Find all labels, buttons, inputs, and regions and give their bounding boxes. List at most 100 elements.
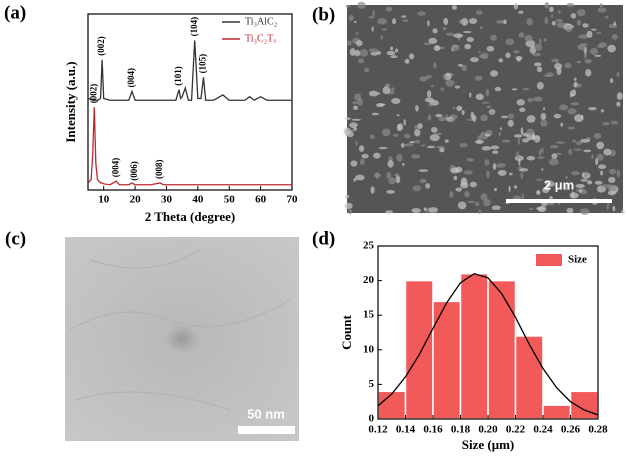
sem-particle	[508, 185, 511, 193]
panel-label: (a)	[4, 2, 26, 23]
peak-label: (004)	[126, 68, 136, 88]
sem-particle	[540, 119, 548, 127]
sem-particle	[386, 171, 392, 180]
sem-particle	[377, 18, 388, 25]
sem-particle	[518, 158, 521, 166]
sem-particle	[549, 6, 554, 13]
sem-particle	[586, 30, 593, 38]
sem-particle	[496, 20, 505, 24]
sem-particle	[368, 15, 375, 19]
sem-particle	[565, 25, 573, 33]
sem-particle	[607, 44, 616, 53]
sem-particle	[372, 10, 375, 17]
x-tick-label: 40	[192, 194, 204, 206]
sem-particle	[593, 132, 602, 140]
sem-particle	[492, 150, 499, 155]
sem-particle	[538, 38, 542, 45]
sem-particle	[576, 19, 582, 26]
sem-particle	[570, 13, 577, 19]
sem-particle	[492, 163, 497, 170]
sem-particle	[582, 23, 589, 28]
sem-particle	[579, 208, 590, 215]
sem-particle	[440, 87, 444, 91]
sem-particle	[609, 78, 614, 84]
sem-particle	[511, 88, 518, 91]
sem-particle	[503, 19, 507, 25]
sem-particle	[434, 61, 437, 69]
sem-particle	[537, 156, 545, 159]
sem-particle	[479, 131, 489, 140]
sem-particle	[585, 68, 592, 77]
sem-particle	[594, 180, 603, 185]
sem-particle	[576, 60, 582, 64]
sem-particle	[385, 210, 394, 214]
sem-particle	[579, 189, 582, 194]
sem-particle	[573, 81, 578, 88]
x-tick-label: 0.16	[423, 424, 443, 436]
sem-particle	[390, 55, 398, 59]
sem-particle	[496, 163, 506, 168]
x-tick-label: 0.12	[368, 424, 388, 436]
sem-particle	[610, 120, 619, 125]
x-tick-label: 70	[287, 194, 299, 206]
sem-particle	[454, 85, 461, 89]
sem-particle	[467, 200, 476, 204]
sem-particle	[425, 74, 432, 79]
sem-particle	[559, 104, 569, 111]
sem-particle	[480, 114, 489, 122]
plot-frame	[87, 13, 293, 191]
tem-image	[65, 237, 299, 441]
peak-label: (004)	[110, 158, 120, 178]
peak-label: (105)	[198, 54, 208, 74]
sem-particle	[522, 138, 529, 143]
sem-particle	[475, 93, 484, 101]
sem-particle	[452, 106, 456, 110]
sem-particle	[426, 210, 429, 214]
sem-particle	[600, 170, 604, 176]
sem-particle	[543, 38, 548, 42]
x-tick-label: 20	[130, 194, 142, 206]
sem-particle	[478, 209, 481, 214]
sem-particle	[370, 52, 378, 56]
sem-particle	[463, 170, 473, 175]
sem-particle	[553, 113, 562, 119]
sem-particle	[358, 145, 365, 153]
sem-particle	[551, 153, 558, 160]
sem-particle	[386, 189, 395, 194]
sem-particle	[395, 48, 399, 53]
sem-particle	[381, 128, 391, 137]
sem-particle	[382, 86, 391, 95]
sem-particle	[519, 107, 526, 113]
sem-particle	[576, 9, 586, 17]
sem-particle	[485, 88, 490, 97]
sem-particle	[364, 67, 370, 73]
sem-particle	[518, 32, 525, 38]
x-tick-label: 30	[161, 194, 173, 206]
sem-particle	[361, 153, 369, 159]
sem-particle	[430, 126, 438, 133]
x-tick-label: 0.20	[478, 424, 498, 436]
y-tick-label: 20	[363, 274, 375, 286]
sem-particle	[608, 23, 618, 29]
bar	[542, 404, 572, 420]
sem-particle	[415, 105, 419, 112]
sem-particle	[474, 75, 483, 81]
sem-particle	[532, 52, 542, 57]
sem-particle	[525, 40, 536, 48]
line-series	[87, 40, 292, 102]
x-axis-title: 2 Theta (degree)	[145, 209, 236, 224]
sem-particle	[542, 187, 550, 194]
sem-particle	[393, 173, 400, 177]
tem-texture	[69, 249, 291, 411]
sem-particle	[554, 63, 563, 70]
sem-particle	[451, 44, 460, 51]
sem-particle	[481, 101, 490, 104]
sem-particle	[612, 205, 616, 212]
sem-particle	[516, 58, 521, 62]
sem-particle	[583, 149, 592, 153]
sem-particle	[575, 141, 583, 146]
sem-particle	[445, 79, 455, 87]
sem-particle	[544, 2, 550, 9]
sem-particle	[526, 115, 536, 123]
sem-particle	[449, 191, 454, 198]
